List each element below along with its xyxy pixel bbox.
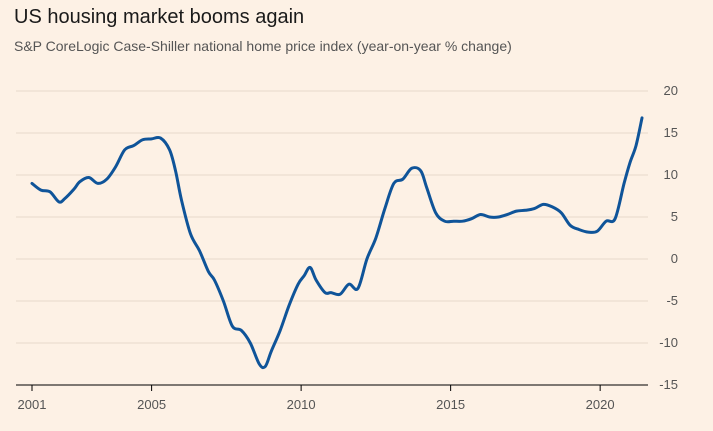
x-tick-label: 2005 [137, 397, 166, 412]
y-tick-label: 20 [664, 83, 678, 98]
chart-subtitle: S&P CoreLogic Case-Shiller national home… [14, 38, 512, 54]
y-tick-label: 5 [671, 209, 678, 224]
y-tick-label: 0 [671, 251, 678, 266]
y-tick-label: -5 [666, 293, 678, 308]
y-tick-label: 15 [664, 125, 678, 140]
x-tick-label: 2015 [436, 397, 465, 412]
x-tick-label: 2010 [287, 397, 316, 412]
x-tick-label: 2020 [586, 397, 615, 412]
y-tick-label: 10 [664, 167, 678, 182]
y-tick-label: -15 [659, 377, 678, 392]
y-tick-label: -10 [659, 335, 678, 350]
x-tick-label: 2001 [18, 397, 47, 412]
chart-title: US housing market booms again [14, 6, 305, 28]
home-price-index-line [30, 116, 644, 370]
